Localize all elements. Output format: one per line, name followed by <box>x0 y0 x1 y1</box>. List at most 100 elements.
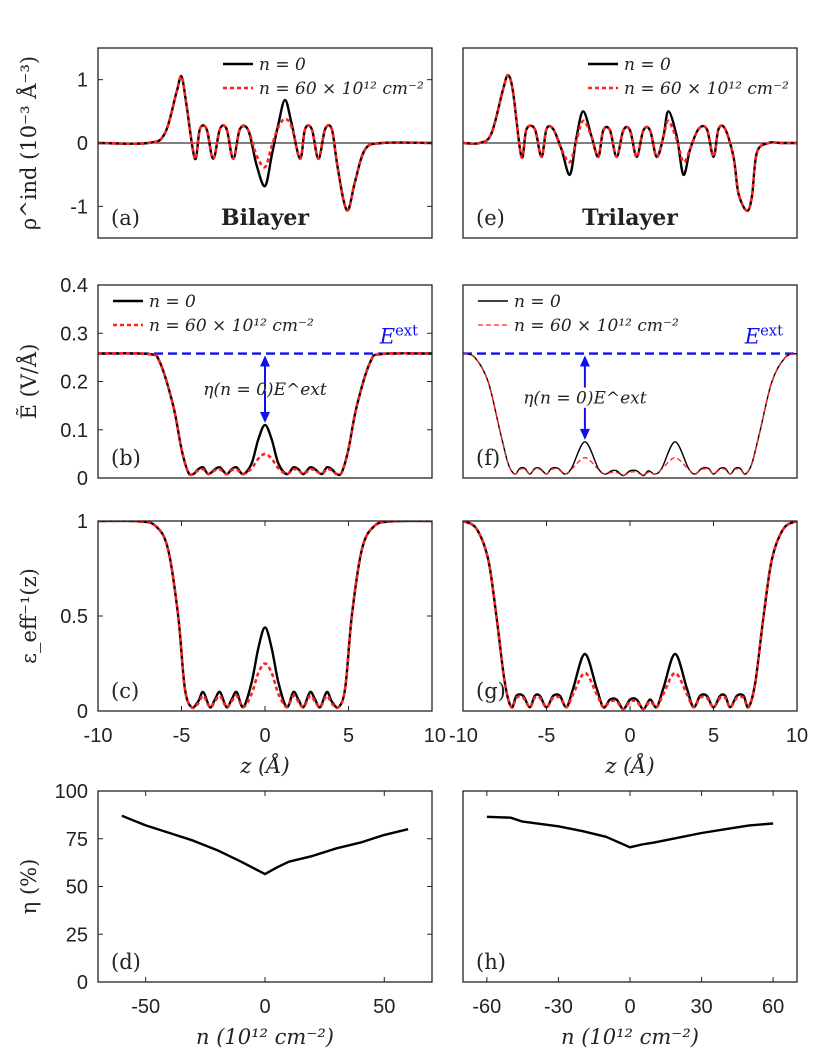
panel-d: 100 75 50 25 0 -50 0 50 (d) η (%) n (10¹² cm⁻²) <box>17 781 433 1049</box>
y-tick-label: 50 <box>66 877 88 899</box>
series-line-n60 <box>463 352 797 477</box>
panel-label: (c) <box>111 679 139 703</box>
series-group <box>98 351 432 477</box>
axes-frame <box>97 520 433 712</box>
eta-arrow: η(n = 0)E^ext <box>523 355 647 440</box>
series-group <box>463 352 797 477</box>
y-tick-label: 0 <box>77 133 88 155</box>
x-tick-label: -60 <box>472 996 501 1018</box>
y-axis-label: ε_eff⁻¹(z) <box>17 568 41 664</box>
series-group <box>463 521 797 711</box>
x-tick-label: -10 <box>449 725 478 747</box>
panel-h: -60 -30 0 30 60 (h) n (10¹² cm⁻²) <box>462 790 798 1049</box>
axes-frame <box>462 520 798 712</box>
x-tick-label: 10 <box>424 725 446 747</box>
panel-title: Bilayer <box>221 205 309 231</box>
x-axis-label: n (10¹² cm⁻²) <box>561 1025 699 1049</box>
series-group <box>98 521 432 710</box>
x-tick-label: 5 <box>708 725 719 747</box>
legend-label: n = 0 <box>259 55 306 75</box>
x-axis-label: z (Å) <box>604 753 654 778</box>
series-line-n60 <box>463 521 797 711</box>
y-tick-label: -1 <box>70 196 88 218</box>
eta-arrow: η(n = 0)E^ext <box>203 355 327 423</box>
x-tick-label: -30 <box>544 996 573 1018</box>
series-line-n0 <box>486 815 774 849</box>
series-group <box>98 74 432 212</box>
panel-label: (f) <box>476 446 500 470</box>
x-tick-label: -5 <box>173 725 191 747</box>
series-line-n0 <box>463 521 797 711</box>
panel-b: 0.4 0.3 0.2 0.1 0 (b) n = 0 n = 60 × 10¹² cm⁻² E… <box>16 275 433 490</box>
series-line-n60 <box>98 74 432 212</box>
axes-frame <box>462 47 798 239</box>
panel-g: -10 -5 0 5 10 (g) z (Å) <box>449 520 808 778</box>
y-tick-label: 0 <box>77 701 88 723</box>
eta-label: η(n = 0)E^ext <box>203 380 327 400</box>
panel-f: (f) n = 0 n = 60 × 10¹² cm⁻² Eext η(n = 0)E^… <box>462 284 798 479</box>
series-group <box>121 814 409 876</box>
y-axis-label: ρ^ind (10⁻³ Å⁻³) <box>16 56 41 230</box>
panel-label: (b) <box>111 446 141 470</box>
y-tick-label: 100 <box>55 781 88 803</box>
panel-label: (e) <box>476 206 505 230</box>
x-axis-label: z (Å) <box>239 753 289 778</box>
y-axis-label: η (%) <box>17 859 41 915</box>
x-tick-label: 0 <box>624 725 635 747</box>
y-tick-label: 1 <box>77 511 88 533</box>
y-tick-label: 0 <box>77 972 88 994</box>
arrow-head-down <box>579 428 590 440</box>
eta-label: η(n = 0)E^ext <box>523 389 647 409</box>
x-tick-label: 30 <box>690 996 712 1018</box>
legend-label: n = 60 × 10¹² cm⁻² <box>624 79 789 99</box>
ext-field-label: Eext <box>744 323 783 349</box>
x-tick-label: -5 <box>538 725 556 747</box>
series-line-n60 <box>98 351 432 477</box>
x-tick-label: -50 <box>131 996 160 1018</box>
axes-frame <box>97 790 433 983</box>
x-tick-label: 0 <box>624 996 635 1018</box>
panel-label: (g) <box>476 679 506 703</box>
y-tick-label: 75 <box>66 829 88 851</box>
panel-title: Trilayer <box>582 205 678 231</box>
y-tick-label: 0.4 <box>60 275 88 297</box>
arrow-head-down <box>260 411 270 423</box>
panel-c: 10.50-10 -5 0 5 10(c)ε_eff⁻¹(z)z (Å) <box>17 511 446 778</box>
panel-label: (a) <box>111 206 140 230</box>
y-tick-label: 0.3 <box>60 323 88 345</box>
legend-label: n = 0 <box>149 292 196 312</box>
y-tick-label: 0.1 <box>60 420 88 442</box>
series-line-n0 <box>463 74 797 212</box>
axes-frame <box>462 284 798 479</box>
panel-e: (e) Trilayer n = 0 n = 60 × 10¹² cm⁻² <box>462 47 798 239</box>
y-axis-label: Ẽ (V/Å) <box>16 344 41 420</box>
legend-label: n = 60 × 10¹² cm⁻² <box>514 316 679 336</box>
x-tick-label: 10 <box>786 725 808 747</box>
arrow-head-up <box>579 355 590 367</box>
series-line-n0 <box>121 814 409 876</box>
x-tick-label: 0 <box>259 725 270 747</box>
x-axis-label: n (10¹² cm⁻²) <box>196 1025 334 1049</box>
x-tick-label: 60 <box>762 996 784 1018</box>
legend-label: n = 60 × 10¹² cm⁻² <box>259 79 424 99</box>
y-tick-label: 0.5 <box>60 606 88 628</box>
ext-field-label: Eext <box>379 323 418 349</box>
y-tick-label: 0 <box>77 468 88 490</box>
series-line-n0 <box>463 352 797 477</box>
arrow-head-up <box>260 355 270 367</box>
series-group <box>486 815 774 849</box>
x-tick-label: -10 <box>84 725 113 747</box>
legend: n = 0 n = 60 × 10¹² cm⁻² <box>223 55 424 99</box>
series-group <box>463 73 797 213</box>
panel-a: 1 0 -1 (a) Bilayer n = 0 n = 60 × 10¹² cm⁻² ρ^i… <box>16 47 433 239</box>
y-tick-label: 0.2 <box>60 372 88 394</box>
legend-label: n = 0 <box>624 55 671 75</box>
x-tick-label: 50 <box>373 996 395 1018</box>
legend-label: n = 0 <box>514 292 561 312</box>
x-tick-label: 0 <box>259 996 270 1018</box>
x-tick-label: 5 <box>343 725 354 747</box>
y-tick-label: 25 <box>66 924 88 946</box>
legend-label: n = 60 × 10¹² cm⁻² <box>149 316 314 336</box>
